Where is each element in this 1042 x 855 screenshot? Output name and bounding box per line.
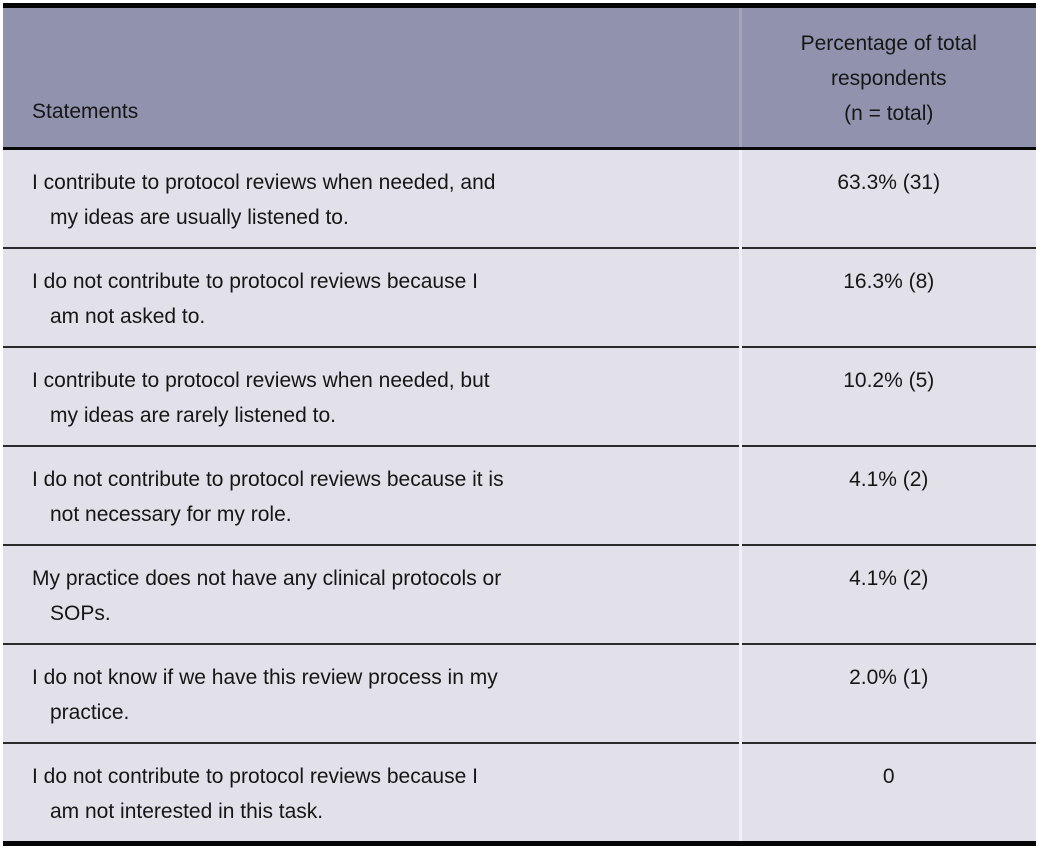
table-row: I contribute to protocol reviews when ne… [3, 148, 1036, 248]
table-header: Statements Percentage of total responden… [3, 5, 1036, 150]
statement-cell: I do not contribute to protocol reviews … [32, 270, 478, 328]
value-cell: 63.3% (31) [738, 148, 1036, 248]
statement-cell: My practice does not have any clinical p… [32, 567, 502, 625]
results-table-container: Statements Percentage of total responden… [3, 3, 1036, 846]
value-cell: 16.3% (8) [738, 248, 1036, 347]
percentage-column-header: Percentage of total respondents (n = tot… [738, 5, 1036, 150]
table-row: I do not contribute to protocol reviews … [3, 743, 1036, 844]
statement-cell: I do not contribute to protocol reviews … [32, 468, 504, 526]
results-table: Statements Percentage of total responden… [3, 3, 1036, 846]
value-cell: 2.0% (1) [738, 644, 1036, 743]
value-cell: 4.1% (2) [738, 545, 1036, 644]
value-cell: 10.2% (5) [738, 347, 1036, 446]
statement-cell: I contribute to protocol reviews when ne… [32, 369, 490, 427]
table-row: I do not know if we have this review pro… [3, 644, 1036, 743]
table-body: I contribute to protocol reviews when ne… [3, 148, 1036, 844]
value-cell: 0 [738, 743, 1036, 844]
value-cell: 4.1% (2) [738, 446, 1036, 545]
table-row: My practice does not have any clinical p… [3, 545, 1036, 644]
statement-cell: I do not know if we have this review pro… [32, 666, 498, 724]
table-row: I do not contribute to protocol reviews … [3, 248, 1036, 347]
statement-cell: I do not contribute to protocol reviews … [32, 765, 478, 823]
statements-column-header: Statements [3, 5, 740, 150]
table-row: I contribute to protocol reviews when ne… [3, 347, 1036, 446]
table-row: I do not contribute to protocol reviews … [3, 446, 1036, 545]
header-row: Statements Percentage of total responden… [3, 5, 1036, 150]
statement-cell: I contribute to protocol reviews when ne… [32, 171, 496, 229]
